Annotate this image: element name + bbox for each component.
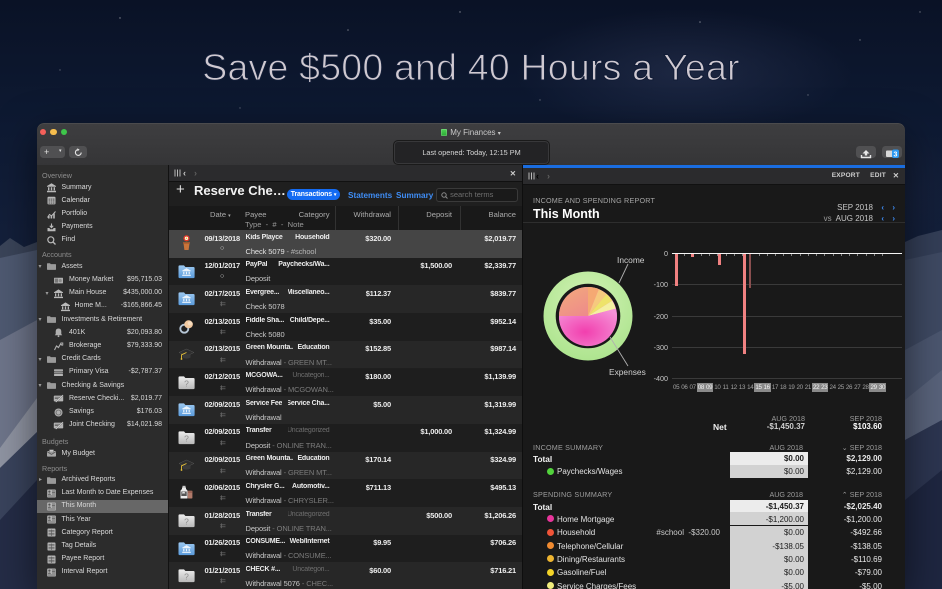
svg-text:?: ? bbox=[184, 433, 189, 443]
svg-text:3: 3 bbox=[894, 151, 898, 158]
svg-text:?: ? bbox=[184, 378, 189, 388]
svg-text:?: ? bbox=[184, 517, 189, 527]
svg-text:?: ? bbox=[184, 572, 189, 582]
